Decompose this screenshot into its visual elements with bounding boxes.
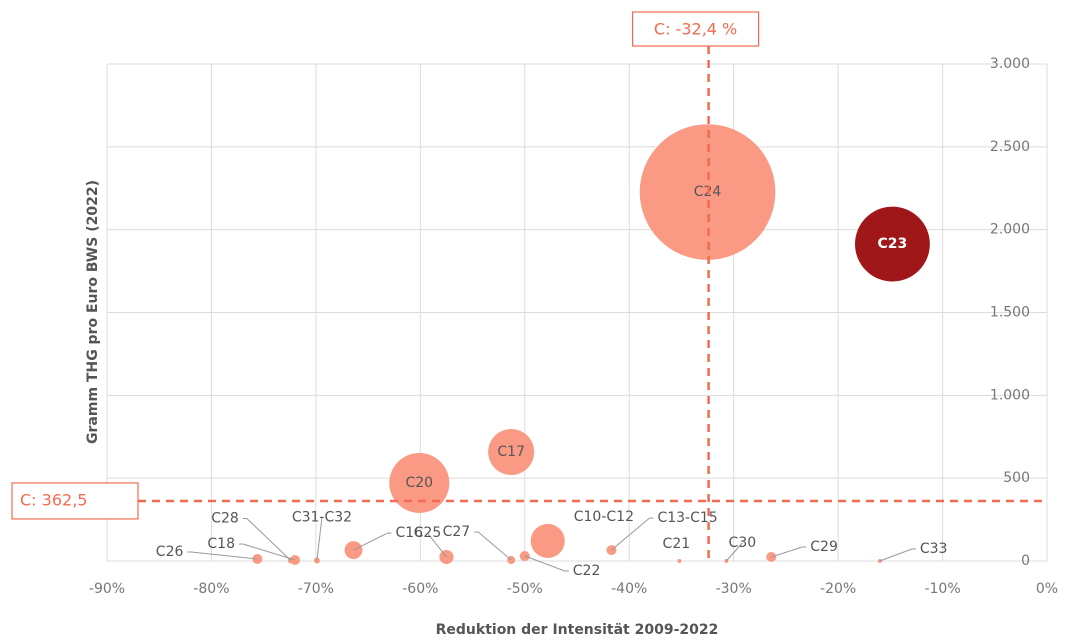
y-tick-label: 2.000: [990, 222, 1030, 238]
y-tick-label: 3.000: [990, 56, 1030, 72]
bubble: [677, 559, 682, 563]
x-tick-label: -80%: [193, 581, 229, 597]
data-label: C33: [920, 541, 948, 557]
y-tick-label: 2.500: [990, 139, 1030, 155]
leader-line: [725, 542, 743, 562]
reference-label: C: 362,5: [20, 490, 87, 509]
y-tick-label: 0: [1021, 553, 1030, 569]
reference-label-box: [631, 11, 760, 47]
y-tick-label: 1.500: [990, 305, 1030, 321]
data-label: C29: [810, 539, 838, 555]
data-label: C20: [405, 475, 433, 491]
x-tick-label: -60%: [402, 581, 438, 597]
x-tick-label: -20%: [820, 581, 856, 597]
bubble: [530, 523, 565, 558]
leader-line: [427, 532, 447, 558]
x-tick-label: -40%: [611, 581, 647, 597]
leader-line: [474, 531, 512, 561]
data-label: C18: [207, 536, 235, 552]
leader-line: [353, 532, 392, 551]
data-label: C25: [414, 525, 442, 541]
leader-line: [316, 517, 323, 561]
x-axis-title: Reduktion der Intensität 2009-2022: [436, 622, 719, 638]
y-axis-title: Gramm THG pro Euro BWS (2022): [85, 180, 101, 444]
leader-line: [187, 551, 258, 560]
bubble: [389, 452, 450, 513]
leader-line: [242, 518, 292, 561]
data-label: C17: [497, 444, 525, 460]
x-tick-label: -10%: [924, 581, 960, 597]
y-tick-label: 500: [1003, 470, 1030, 486]
data-label: C26: [156, 544, 184, 560]
data-label: C31-C32: [292, 510, 352, 526]
leader-line: [879, 548, 916, 562]
x-tick-label: -50%: [507, 581, 543, 597]
y-tick-label: 1.000: [990, 387, 1030, 403]
x-tick-label: 0%: [1036, 581, 1058, 597]
x-tick-label: -70%: [298, 581, 334, 597]
data-label: C28: [211, 511, 239, 527]
bubble: [855, 206, 930, 282]
data-label: C10-C12: [574, 509, 634, 525]
reference-label-box: [11, 482, 139, 520]
data-label: C13-C15: [657, 510, 717, 526]
data-label: C27: [443, 524, 471, 540]
data-label: C16: [395, 525, 423, 541]
data-label: C23: [878, 236, 908, 252]
leader-line: [239, 543, 296, 561]
leader-line: [611, 517, 654, 551]
bubble: [488, 428, 535, 476]
x-tick-label: -90%: [89, 581, 125, 597]
data-label: C22: [573, 563, 601, 579]
data-label: C21: [663, 536, 691, 552]
data-label: C30: [729, 535, 757, 551]
leader-line: [524, 555, 569, 572]
bubble: [439, 549, 454, 565]
leader-line: [771, 546, 807, 558]
reference-label: C: -32,4 %: [654, 20, 737, 39]
x-tick-label: -30%: [716, 581, 752, 597]
